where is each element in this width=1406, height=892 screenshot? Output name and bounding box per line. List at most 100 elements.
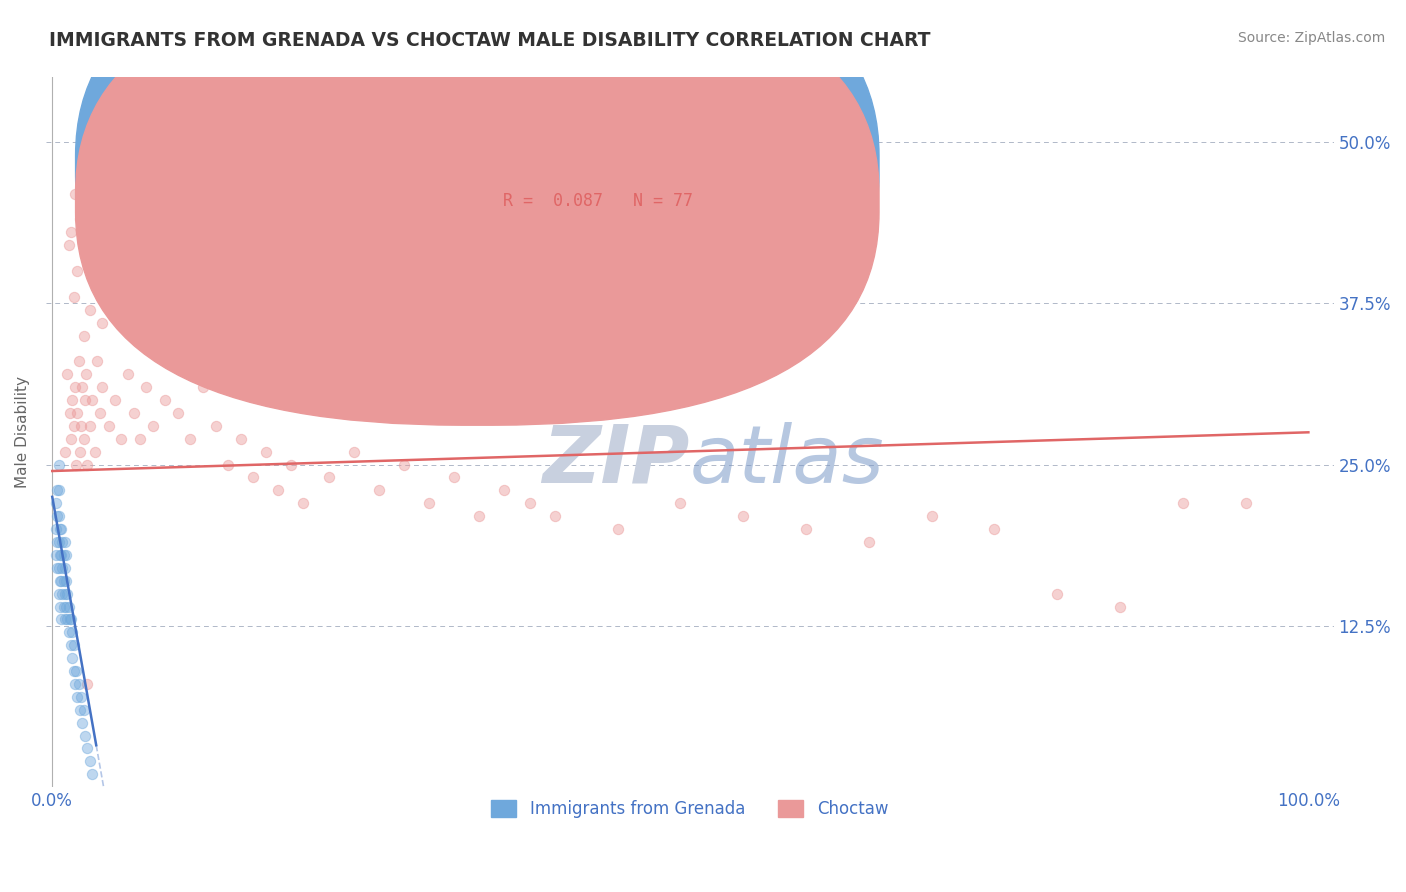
Point — [418, 496, 440, 510]
Point — [392, 458, 415, 472]
Text: atlas: atlas — [690, 422, 884, 500]
Point — [58, 625, 80, 640]
FancyBboxPatch shape — [76, 0, 879, 388]
Point — [60, 638, 83, 652]
Point — [46, 535, 69, 549]
Point — [86, 354, 108, 368]
Point — [468, 509, 491, 524]
Point — [48, 561, 70, 575]
Point — [46, 509, 69, 524]
Point — [280, 458, 302, 472]
Point — [63, 677, 86, 691]
Point — [67, 354, 90, 368]
Point — [79, 755, 101, 769]
Point — [254, 444, 277, 458]
Point — [63, 380, 86, 394]
Point — [66, 264, 89, 278]
Point — [60, 651, 83, 665]
Point — [49, 548, 72, 562]
Point — [48, 483, 70, 498]
Point — [48, 535, 70, 549]
Point — [519, 496, 541, 510]
Point — [49, 574, 72, 588]
Point — [63, 186, 86, 201]
Point — [72, 703, 94, 717]
Point — [217, 458, 239, 472]
Point — [494, 483, 516, 498]
Point — [76, 741, 98, 756]
Point — [79, 302, 101, 317]
Text: R =  0.087   N = 77: R = 0.087 N = 77 — [503, 192, 693, 210]
Point — [48, 509, 70, 524]
Point — [60, 625, 83, 640]
Point — [75, 368, 97, 382]
Point — [921, 509, 943, 524]
Point — [229, 432, 252, 446]
Point — [544, 509, 567, 524]
Point — [51, 561, 73, 575]
Point — [65, 664, 87, 678]
Point — [53, 535, 76, 549]
Point — [606, 522, 628, 536]
Point — [49, 548, 72, 562]
Point — [292, 496, 315, 510]
Point — [51, 586, 73, 600]
Point — [48, 586, 70, 600]
Point — [983, 522, 1005, 536]
Legend: Immigrants from Grenada, Choctaw: Immigrants from Grenada, Choctaw — [485, 794, 894, 825]
Point — [52, 548, 75, 562]
Point — [45, 548, 67, 562]
Point — [142, 418, 165, 433]
Point — [49, 599, 72, 614]
Point — [91, 316, 114, 330]
Point — [122, 406, 145, 420]
Point — [52, 599, 75, 614]
Point — [58, 238, 80, 252]
Text: Source: ZipAtlas.com: Source: ZipAtlas.com — [1237, 31, 1385, 45]
Point — [49, 612, 72, 626]
Point — [91, 380, 114, 394]
Point — [82, 767, 104, 781]
Point — [56, 586, 79, 600]
Point — [84, 277, 107, 291]
FancyBboxPatch shape — [439, 137, 748, 237]
Point — [129, 432, 152, 446]
Point — [45, 522, 67, 536]
Point — [318, 470, 340, 484]
Point — [55, 574, 77, 588]
Point — [56, 612, 79, 626]
Point — [60, 612, 83, 626]
Point — [343, 444, 366, 458]
Point — [56, 368, 79, 382]
FancyBboxPatch shape — [76, 0, 879, 425]
Point — [204, 418, 226, 433]
Point — [58, 599, 80, 614]
Point — [65, 458, 87, 472]
Point — [117, 368, 139, 382]
Point — [67, 677, 90, 691]
Point — [155, 392, 177, 407]
Point — [82, 392, 104, 407]
Point — [443, 470, 465, 484]
Point — [49, 522, 72, 536]
Point — [66, 690, 89, 704]
Point — [1171, 496, 1194, 510]
Point — [53, 561, 76, 575]
Point — [89, 406, 111, 420]
Point — [69, 703, 91, 717]
Point — [52, 574, 75, 588]
Point — [49, 522, 72, 536]
Point — [62, 664, 84, 678]
Point — [794, 522, 817, 536]
Point — [60, 225, 83, 239]
Point — [60, 392, 83, 407]
Point — [104, 392, 127, 407]
Point — [69, 444, 91, 458]
Point — [267, 483, 290, 498]
Point — [59, 612, 82, 626]
Point — [49, 574, 72, 588]
Point — [45, 496, 67, 510]
Point — [97, 418, 120, 433]
Point — [135, 380, 157, 394]
Point — [70, 418, 93, 433]
